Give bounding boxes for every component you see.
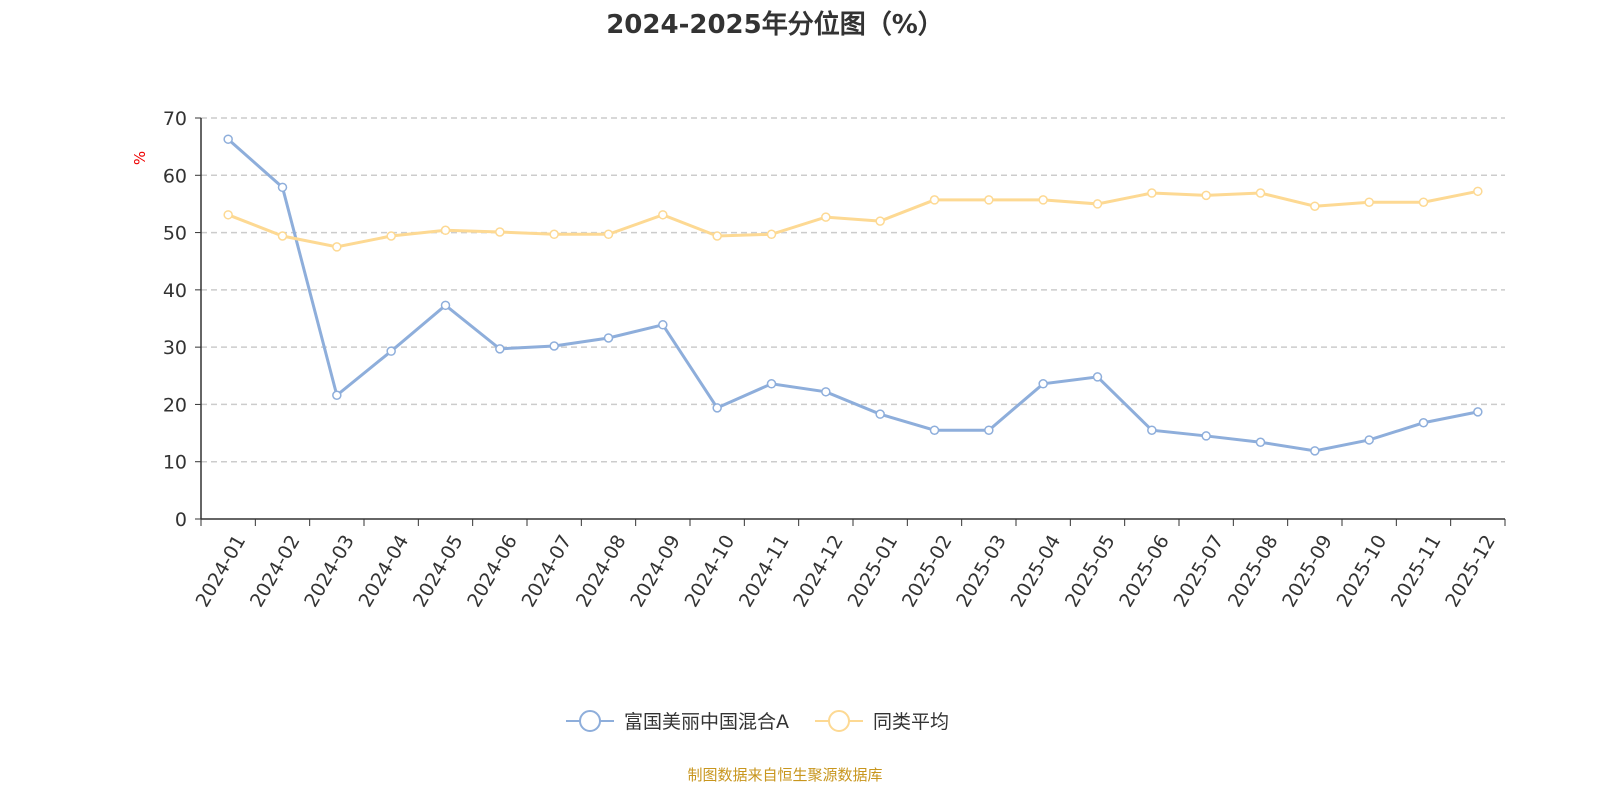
data-point — [386, 346, 396, 356]
data-point — [658, 320, 668, 330]
data-point — [332, 390, 342, 401]
x-tick-label: 2024-10 — [681, 531, 740, 611]
y-axis-label: % — [131, 151, 149, 165]
data-point — [712, 231, 722, 241]
x-tick-label: 2024-08 — [572, 531, 631, 611]
data-point — [549, 229, 559, 240]
x-tick-label: 2025-12 — [1441, 531, 1500, 611]
data-point — [1147, 425, 1157, 435]
x-tick-label: 2025-02 — [898, 531, 957, 611]
y-tick-label: 10 — [163, 452, 187, 474]
data-point — [1418, 197, 1429, 207]
x-tick-label: 2024-11 — [735, 531, 794, 611]
data-point — [875, 216, 885, 226]
data-point — [1201, 190, 1211, 201]
data-point — [1255, 437, 1266, 447]
x-tick-label: 2024-07 — [518, 531, 577, 611]
x-tick-label: 2025-10 — [1333, 531, 1392, 611]
data-point — [1201, 431, 1211, 441]
data-point — [766, 229, 777, 240]
data-point — [766, 379, 777, 389]
data-point — [1364, 197, 1374, 207]
x-tick-label: 2025-09 — [1278, 531, 1337, 611]
data-point — [1310, 201, 1320, 211]
y-tick-label: 40 — [163, 280, 187, 302]
data-point — [495, 344, 505, 354]
data-point — [386, 231, 396, 241]
data-point — [277, 231, 288, 241]
x-tick-label: 2024-12 — [789, 531, 848, 611]
series-line-0 — [227, 138, 1479, 453]
x-tick-label: 2025-06 — [1115, 531, 1174, 611]
x-tick-label: 2024-09 — [626, 531, 685, 611]
data-point — [603, 333, 614, 343]
x-tick-label: 2025-05 — [1061, 531, 1120, 611]
data-point — [821, 387, 831, 397]
x-tick-label: 2025-01 — [844, 531, 903, 611]
y-tick-label: 30 — [163, 337, 187, 359]
data-point — [1092, 372, 1103, 382]
data-point — [821, 212, 831, 222]
data-point — [1092, 199, 1103, 209]
legend-marker — [579, 710, 601, 732]
data-point — [1255, 188, 1266, 198]
data-point — [495, 227, 505, 237]
data-point — [1147, 188, 1157, 198]
data-point — [277, 182, 288, 193]
x-tick-label: 2024-06 — [463, 531, 522, 611]
data-point — [1038, 195, 1048, 205]
x-tick-label: 2025-11 — [1387, 531, 1446, 611]
x-tick-label: 2024-04 — [355, 531, 414, 611]
data-source-note: 制图数据来自恒生聚源数据库 — [687, 766, 883, 784]
data-point — [1473, 186, 1483, 197]
data-point — [1364, 435, 1374, 445]
legend-marker — [828, 710, 850, 732]
data-point — [929, 195, 940, 205]
data-point — [712, 403, 722, 413]
data-point — [332, 242, 342, 252]
data-point — [984, 425, 994, 435]
y-tick-label: 50 — [163, 223, 187, 245]
series-line-1 — [227, 189, 1479, 249]
data-point — [1418, 418, 1429, 428]
legend-label: 同类平均 — [873, 711, 949, 733]
chart-title: 2024-2025年分位图（%） — [606, 10, 944, 40]
x-tick-label: 2025-08 — [1224, 531, 1283, 611]
x-tick-label: 2024-03 — [300, 531, 359, 611]
data-point — [549, 341, 559, 351]
x-tick-label: 2024-05 — [409, 531, 468, 611]
y-tick-label: 70 — [163, 108, 187, 130]
data-point — [929, 425, 940, 435]
data-point — [1310, 446, 1320, 456]
data-point — [658, 210, 668, 220]
x-tick-label: 2025-04 — [1007, 531, 1066, 611]
data-point — [603, 229, 614, 240]
data-point — [984, 195, 994, 205]
x-tick-label: 2024-02 — [246, 531, 305, 611]
data-point — [440, 300, 451, 311]
data-point — [1038, 379, 1048, 389]
y-tick-label: 60 — [163, 165, 187, 187]
y-tick-label: 20 — [163, 394, 187, 416]
data-point — [440, 225, 451, 236]
x-tick-label: 2024-01 — [192, 531, 251, 611]
x-tick-label: 2025-03 — [952, 531, 1011, 611]
data-point — [223, 210, 233, 220]
data-point — [1473, 407, 1483, 417]
x-tick-label: 2025-07 — [1170, 531, 1229, 611]
data-point — [875, 409, 885, 419]
y-tick-label: 0 — [175, 509, 187, 531]
data-point — [223, 134, 233, 144]
legend-label: 富国美丽中国混合A — [624, 711, 789, 733]
